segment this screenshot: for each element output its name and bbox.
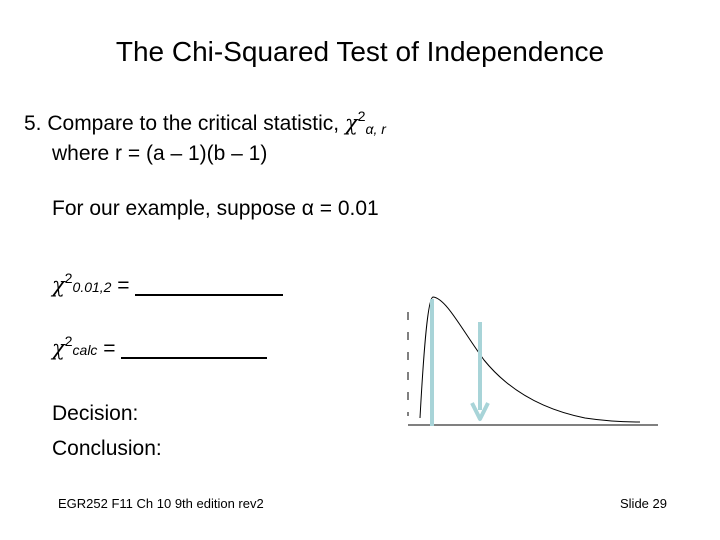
chi-subscript: α, r xyxy=(365,121,386,137)
critical-equals: = xyxy=(111,274,136,297)
decision-label: Decision: xyxy=(52,402,139,425)
step-five-line: 5. Compare to the critical statistic, χ2… xyxy=(24,108,386,137)
critical-value-line: χ20.01,2 = xyxy=(52,270,284,298)
chi-critical-subscript: 0.01,2 xyxy=(72,279,112,295)
chi-critical-symbol: χ xyxy=(52,273,65,297)
footer-course-info: EGR252 F11 Ch 10 9th edition rev2 xyxy=(58,496,264,511)
chi-calc-exponent: 2 xyxy=(64,333,73,349)
chi-exponent: 2 xyxy=(357,108,366,124)
calc-value-line: χ2calc = xyxy=(52,333,268,361)
step-five-text: 5. Compare to the critical statistic, xyxy=(24,112,345,135)
calc-value-arrow-head xyxy=(470,402,490,421)
alpha-example: For our example, suppose α = 0.01 xyxy=(52,197,379,220)
chi-calc-symbol: χ xyxy=(52,336,65,360)
critical-answer-blank xyxy=(135,274,284,296)
calc-equals: = xyxy=(97,337,122,360)
slide-title: The Chi-Squared Test of Independence xyxy=(115,36,605,67)
chi-critical-exponent: 2 xyxy=(64,270,73,286)
chi-symbol: χ xyxy=(344,111,358,135)
conclusion-label: Conclusion: xyxy=(52,437,162,460)
calc-answer-blank xyxy=(121,337,268,359)
footer-slide-number: Slide 29 xyxy=(620,496,667,511)
distribution-curve xyxy=(419,296,641,423)
degrees-freedom-formula: where r = (a – 1)(b – 1) xyxy=(52,142,268,165)
chi-calc-subscript: calc xyxy=(72,342,98,358)
